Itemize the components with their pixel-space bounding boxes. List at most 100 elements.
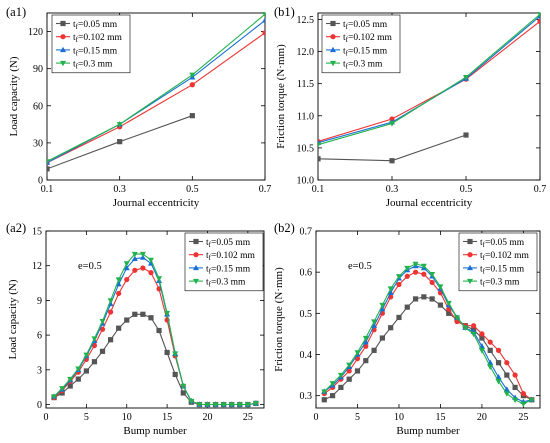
data-point xyxy=(140,311,146,317)
data-point xyxy=(51,394,58,400)
data-point xyxy=(115,277,122,283)
data-point xyxy=(346,376,352,382)
legend-value: =0.05 mm xyxy=(348,20,388,30)
legend-subscript: f xyxy=(483,254,486,262)
legend-item: tf=0.05 mm xyxy=(463,238,525,249)
y-tick-label: 11.0 xyxy=(297,111,314,122)
data-point xyxy=(479,331,485,337)
legend-label: tf=0.3 mm xyxy=(343,60,383,71)
data-point xyxy=(512,384,518,391)
plot-frame xyxy=(315,230,541,409)
data-point xyxy=(180,390,186,396)
data-point xyxy=(379,306,386,312)
data-point xyxy=(463,75,469,81)
legend-swatch-marker xyxy=(330,60,336,67)
series-line xyxy=(323,263,532,405)
data-point xyxy=(116,325,122,331)
y-tick-label: 0.5 xyxy=(300,309,313,320)
y-tick-label: 12.0 xyxy=(297,47,315,58)
data-point xyxy=(346,368,352,374)
legend-subscript: f xyxy=(76,49,79,57)
data-point xyxy=(124,276,130,283)
data-point xyxy=(262,12,265,18)
panel-label: (b2) xyxy=(274,221,295,235)
y-tick-label: 0.7 xyxy=(300,227,313,238)
legend-value: =0.05 mm xyxy=(78,20,118,30)
legend-subscript: f xyxy=(483,267,486,275)
data-point xyxy=(107,337,114,343)
data-point xyxy=(346,362,353,368)
data-point xyxy=(487,364,494,371)
data-point xyxy=(446,310,452,316)
legend-value: =0.3 mm xyxy=(485,278,520,288)
data-point xyxy=(354,350,361,356)
data-point xyxy=(471,323,477,329)
legend-symbol: t xyxy=(206,278,209,288)
legend-item: tf=0.3 mm xyxy=(56,60,113,71)
legend-symbol: t xyxy=(73,60,76,70)
legend-value: =0.05 mm xyxy=(211,238,251,248)
legend-item: tf=0.102 mm xyxy=(326,33,392,44)
legend-symbol: t xyxy=(206,264,209,274)
data-point xyxy=(132,267,138,273)
series-line xyxy=(47,19,265,164)
y-tick-label: 0 xyxy=(37,400,42,411)
legend-swatch-marker xyxy=(60,34,66,40)
data-point xyxy=(389,116,395,122)
data-point xyxy=(389,121,395,127)
data-point xyxy=(503,391,510,397)
legend-symbol: t xyxy=(480,251,483,261)
plot-frame xyxy=(45,230,265,409)
legend-symbol: t xyxy=(480,264,483,274)
x-tick-label: 0 xyxy=(314,412,319,423)
data-point xyxy=(107,298,114,304)
legend-subscript: f xyxy=(346,23,349,31)
data-point xyxy=(124,317,130,323)
legend-label: tf=0.3 mm xyxy=(73,60,113,71)
legend-swatch-marker xyxy=(193,278,199,285)
legend-subscript: f xyxy=(209,254,212,262)
series-line xyxy=(47,13,265,162)
x-tick-label: 0.5 xyxy=(460,184,473,195)
legend-label: tf=0.102 mm xyxy=(206,251,255,262)
legend-symbol: t xyxy=(206,238,209,248)
data-point xyxy=(83,352,90,358)
data-point xyxy=(75,366,82,372)
x-tick-label: 0.7 xyxy=(534,184,547,195)
x-tick-label: 0.3 xyxy=(113,184,126,195)
legend-item: tf=0.3 mm xyxy=(326,60,383,71)
data-point xyxy=(512,372,518,378)
data-point xyxy=(329,393,336,399)
data-point xyxy=(123,261,130,267)
x-tick-label: 5 xyxy=(355,412,360,423)
legend-item: tf=0.102 mm xyxy=(56,33,122,44)
data-point xyxy=(262,17,265,23)
data-point xyxy=(362,335,369,342)
data-point xyxy=(188,398,195,405)
data-point xyxy=(321,389,328,395)
data-point xyxy=(204,402,211,408)
x-axis-label: Journal eccentricity xyxy=(386,197,473,209)
data-point xyxy=(495,347,502,353)
data-point xyxy=(504,372,510,378)
legend-symbol: t xyxy=(343,33,346,43)
x-axis-label: Bump number xyxy=(396,425,460,437)
legend-subscript: f xyxy=(76,36,79,44)
data-point xyxy=(318,142,321,148)
data-point xyxy=(437,302,444,308)
legend-subscript: f xyxy=(76,23,79,31)
y-axis-label: Load capacity (N) xyxy=(7,279,19,359)
data-point xyxy=(318,156,321,162)
y-tick-label: 0.3 xyxy=(300,391,313,402)
y-tick-label: 9 xyxy=(37,296,42,307)
chart-panel: 0 5 10 15 20 25 0.3 0.4 0.5 0.6 0.7 Bump number Fric… xyxy=(273,221,541,437)
data-point xyxy=(172,371,178,378)
series xyxy=(318,12,540,148)
legend-swatch-marker xyxy=(330,46,336,53)
legend-symbol: t xyxy=(206,251,209,261)
legend-subscript: f xyxy=(76,63,79,71)
x-tick-label: 0 xyxy=(44,412,49,423)
legend-item: tf=0.102 mm xyxy=(189,251,255,262)
